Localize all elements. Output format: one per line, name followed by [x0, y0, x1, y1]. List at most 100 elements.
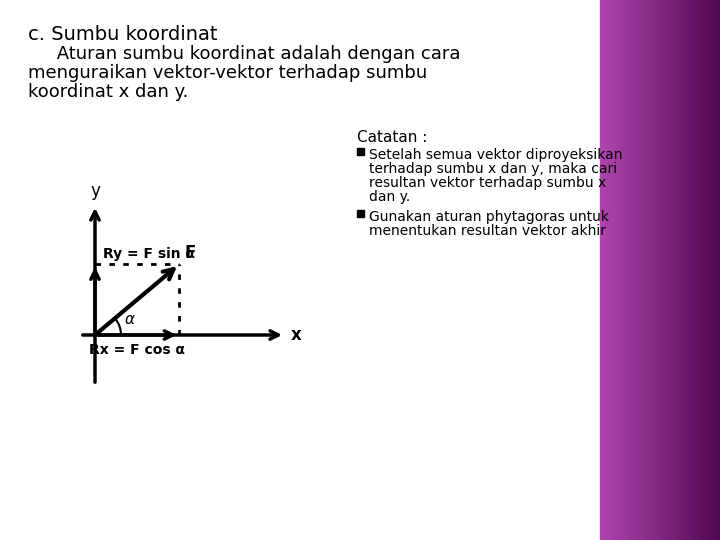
Text: c. Sumbu koordinat: c. Sumbu koordinat: [28, 25, 217, 44]
Bar: [698, 0, 699, 540]
Bar: [671, 0, 672, 540]
Bar: [708, 0, 709, 540]
Bar: [670, 0, 671, 540]
Bar: [694, 0, 695, 540]
Bar: [640, 0, 641, 540]
Bar: [609, 0, 610, 540]
Bar: [677, 0, 678, 540]
Bar: [660, 0, 661, 540]
Bar: [710, 0, 711, 540]
Bar: [606, 0, 607, 540]
Bar: [682, 0, 683, 540]
Bar: [621, 0, 622, 540]
Bar: [601, 0, 602, 540]
Bar: [715, 0, 716, 540]
Text: resultan vektor terhadap sumbu x: resultan vektor terhadap sumbu x: [369, 176, 606, 190]
Bar: [663, 0, 664, 540]
Bar: [702, 0, 703, 540]
Bar: [622, 0, 623, 540]
Bar: [648, 0, 649, 540]
Bar: [600, 0, 601, 540]
Bar: [707, 0, 708, 540]
Bar: [712, 0, 713, 540]
Bar: [659, 0, 660, 540]
Text: koordinat x dan y.: koordinat x dan y.: [28, 83, 189, 101]
Bar: [639, 0, 640, 540]
Text: Rx = F cos α: Rx = F cos α: [89, 343, 185, 357]
Bar: [713, 0, 714, 540]
Text: Aturan sumbu koordinat adalah dengan cara: Aturan sumbu koordinat adalah dengan car…: [28, 45, 461, 63]
Bar: [613, 0, 614, 540]
Bar: [719, 0, 720, 540]
Bar: [634, 0, 635, 540]
Bar: [641, 0, 642, 540]
Bar: [706, 0, 707, 540]
Text: menentukan resultan vektor akhir: menentukan resultan vektor akhir: [369, 224, 606, 238]
Bar: [652, 0, 653, 540]
Bar: [687, 0, 688, 540]
Text: Ry = F sin α: Ry = F sin α: [103, 247, 195, 261]
Text: terhadap sumbu x dan y, maka cari: terhadap sumbu x dan y, maka cari: [369, 162, 617, 176]
Text: α: α: [125, 312, 135, 327]
Bar: [701, 0, 702, 540]
Bar: [672, 0, 673, 540]
Bar: [603, 0, 604, 540]
Bar: [628, 0, 629, 540]
Bar: [611, 0, 612, 540]
Bar: [654, 0, 655, 540]
Bar: [616, 0, 617, 540]
Bar: [704, 0, 705, 540]
Bar: [692, 0, 693, 540]
Bar: [627, 0, 628, 540]
Text: F: F: [184, 244, 196, 262]
Bar: [699, 0, 700, 540]
Bar: [717, 0, 718, 540]
Bar: [695, 0, 696, 540]
Bar: [625, 0, 626, 540]
Bar: [632, 0, 633, 540]
Bar: [357, 148, 364, 155]
Bar: [716, 0, 717, 540]
Bar: [658, 0, 659, 540]
Text: y: y: [90, 182, 100, 200]
Bar: [643, 0, 644, 540]
Bar: [635, 0, 636, 540]
Bar: [602, 0, 603, 540]
Bar: [668, 0, 669, 540]
Bar: [667, 0, 668, 540]
Text: x: x: [291, 326, 302, 344]
Bar: [678, 0, 679, 540]
Bar: [620, 0, 621, 540]
Bar: [693, 0, 694, 540]
Bar: [669, 0, 670, 540]
Bar: [619, 0, 620, 540]
Bar: [673, 0, 674, 540]
Bar: [688, 0, 689, 540]
Bar: [697, 0, 698, 540]
Bar: [649, 0, 650, 540]
Bar: [646, 0, 647, 540]
Bar: [683, 0, 684, 540]
Bar: [615, 0, 616, 540]
Bar: [657, 0, 658, 540]
Bar: [684, 0, 685, 540]
Bar: [623, 0, 624, 540]
Text: dan y.: dan y.: [369, 190, 410, 204]
Bar: [626, 0, 627, 540]
Bar: [644, 0, 645, 540]
Bar: [655, 0, 656, 540]
Bar: [696, 0, 697, 540]
Bar: [630, 0, 631, 540]
Bar: [674, 0, 675, 540]
Bar: [612, 0, 613, 540]
Bar: [700, 0, 701, 540]
Bar: [690, 0, 691, 540]
Bar: [642, 0, 643, 540]
Bar: [607, 0, 608, 540]
Bar: [614, 0, 615, 540]
Text: Gunakan aturan phytagoras untuk: Gunakan aturan phytagoras untuk: [369, 210, 609, 224]
Bar: [676, 0, 677, 540]
Bar: [637, 0, 638, 540]
Bar: [617, 0, 618, 540]
Bar: [709, 0, 710, 540]
